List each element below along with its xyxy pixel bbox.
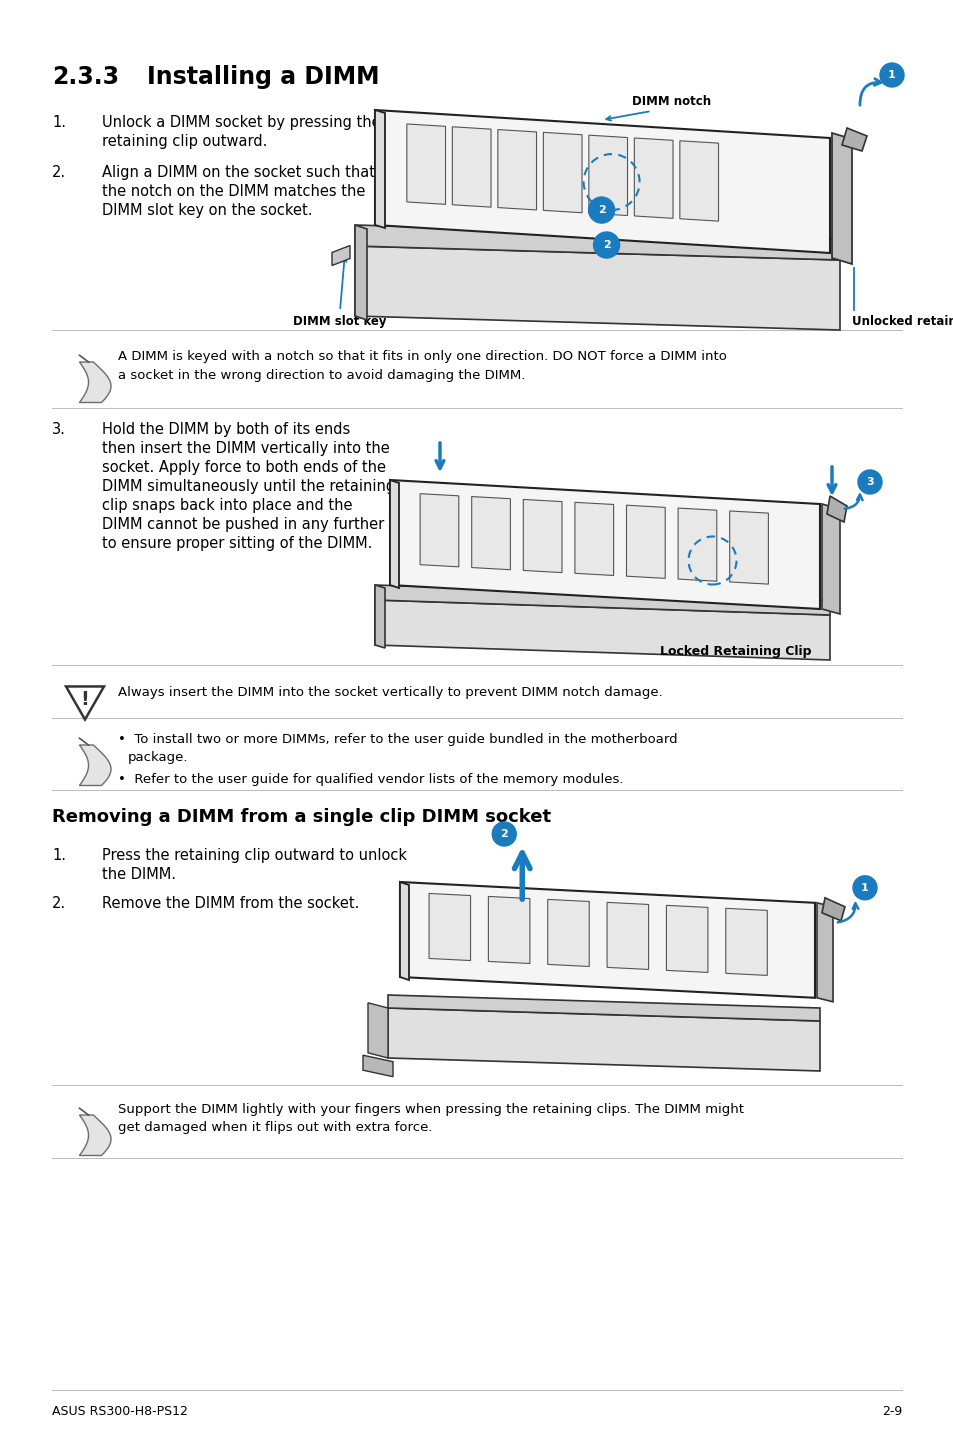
Polygon shape (634, 138, 672, 219)
Polygon shape (575, 502, 613, 575)
Text: DIMM cannot be pushed in any further: DIMM cannot be pushed in any further (102, 518, 384, 532)
Text: Unlocked retaining clip: Unlocked retaining clip (851, 315, 953, 328)
Text: package.: package. (128, 751, 189, 764)
Polygon shape (375, 600, 829, 660)
Text: DIMM slot key: DIMM slot key (293, 315, 386, 328)
Text: the notch on the DIMM matches the: the notch on the DIMM matches the (102, 184, 365, 198)
Polygon shape (452, 127, 491, 207)
Text: Remove the DIMM from the socket.: Remove the DIMM from the socket. (102, 896, 359, 912)
Circle shape (852, 876, 876, 900)
Polygon shape (375, 585, 829, 615)
Text: ASUS RS300-H8-PS12: ASUS RS300-H8-PS12 (52, 1405, 188, 1418)
Polygon shape (390, 480, 820, 610)
Polygon shape (666, 906, 707, 972)
Polygon shape (471, 496, 510, 569)
Polygon shape (332, 246, 350, 266)
Text: •  Refer to the user guide for qualified vendor lists of the memory modules.: • Refer to the user guide for qualified … (118, 774, 623, 787)
Text: Align a DIMM on the socket such that: Align a DIMM on the socket such that (102, 165, 375, 180)
Text: Unlock a DIMM socket by pressing the: Unlock a DIMM socket by pressing the (102, 115, 380, 129)
Text: Hold the DIMM by both of its ends: Hold the DIMM by both of its ends (102, 421, 350, 437)
Text: clip snaps back into place and the: clip snaps back into place and the (102, 498, 352, 513)
Text: 1.: 1. (52, 115, 66, 129)
Text: 2.3.3: 2.3.3 (52, 65, 119, 89)
Text: retaining clip outward.: retaining clip outward. (102, 134, 267, 150)
Polygon shape (678, 508, 716, 581)
Polygon shape (406, 124, 445, 204)
Text: 3.: 3. (52, 421, 66, 437)
Circle shape (879, 63, 903, 88)
Text: A DIMM is keyed with a notch so that it fits in only one direction. DO NOT force: A DIMM is keyed with a notch so that it … (118, 349, 726, 381)
Text: Always insert the DIMM into the socket vertically to prevent DIMM notch damage.: Always insert the DIMM into the socket v… (118, 686, 662, 699)
Polygon shape (79, 745, 111, 785)
Polygon shape (488, 896, 529, 963)
Polygon shape (355, 224, 367, 321)
Polygon shape (375, 109, 385, 229)
Text: Press the retaining clip outward to unlock: Press the retaining clip outward to unlo… (102, 848, 407, 863)
Text: DIMM slot key on the socket.: DIMM slot key on the socket. (102, 203, 313, 219)
Polygon shape (725, 909, 766, 975)
Polygon shape (375, 109, 829, 253)
Text: 1: 1 (887, 70, 895, 81)
Polygon shape (729, 510, 767, 584)
Polygon shape (826, 496, 846, 522)
Polygon shape (388, 995, 820, 1021)
Polygon shape (429, 893, 470, 961)
Text: Removing a DIMM from a single clip DIMM socket: Removing a DIMM from a single clip DIMM … (52, 808, 551, 825)
Text: Locked Retaining Clip: Locked Retaining Clip (659, 646, 811, 659)
Text: 2-9: 2-9 (881, 1405, 901, 1418)
Polygon shape (831, 132, 851, 265)
Polygon shape (543, 132, 581, 213)
Polygon shape (626, 505, 664, 578)
Text: 1: 1 (861, 883, 868, 893)
Polygon shape (79, 362, 111, 403)
Circle shape (588, 197, 614, 223)
Polygon shape (821, 503, 840, 614)
Text: 2: 2 (500, 828, 508, 838)
Text: DIMM notch: DIMM notch (631, 95, 710, 108)
Polygon shape (841, 128, 866, 151)
Text: then insert the DIMM vertically into the: then insert the DIMM vertically into the (102, 441, 390, 456)
Polygon shape (816, 903, 832, 1002)
Text: 2.: 2. (52, 896, 66, 912)
Text: DIMM simultaneously until the retaining: DIMM simultaneously until the retaining (102, 479, 395, 495)
Polygon shape (419, 493, 458, 567)
Polygon shape (679, 141, 718, 221)
Text: Support the DIMM lightly with your fingers when pressing the retaining clips. Th: Support the DIMM lightly with your finge… (118, 1103, 743, 1135)
Text: !: ! (80, 690, 90, 709)
Polygon shape (390, 480, 398, 588)
Polygon shape (497, 129, 536, 210)
Text: Installing a DIMM: Installing a DIMM (147, 65, 379, 89)
Text: socket. Apply force to both ends of the: socket. Apply force to both ends of the (102, 460, 386, 475)
Text: 3: 3 (865, 477, 873, 487)
Text: 2: 2 (598, 206, 605, 216)
Polygon shape (66, 686, 104, 719)
Polygon shape (355, 224, 840, 260)
Polygon shape (606, 903, 648, 969)
Polygon shape (399, 881, 814, 998)
Polygon shape (523, 499, 561, 572)
Polygon shape (375, 585, 385, 649)
Text: to ensure proper sitting of the DIMM.: to ensure proper sitting of the DIMM. (102, 536, 372, 551)
Text: 2: 2 (602, 240, 610, 250)
Circle shape (857, 470, 882, 495)
Polygon shape (588, 135, 627, 216)
Circle shape (593, 232, 618, 257)
Polygon shape (355, 246, 840, 329)
Text: •  To install two or more DIMMs, refer to the user guide bundled in the motherbo: • To install two or more DIMMs, refer to… (118, 733, 677, 746)
Circle shape (492, 823, 516, 846)
Polygon shape (368, 1002, 388, 1058)
Polygon shape (399, 881, 409, 981)
Polygon shape (821, 897, 844, 920)
Polygon shape (547, 899, 589, 966)
Polygon shape (388, 1008, 820, 1071)
Text: the DIMM.: the DIMM. (102, 867, 175, 881)
Polygon shape (363, 1055, 393, 1077)
Text: 1.: 1. (52, 848, 66, 863)
Polygon shape (79, 1114, 111, 1156)
Text: 2.: 2. (52, 165, 66, 180)
